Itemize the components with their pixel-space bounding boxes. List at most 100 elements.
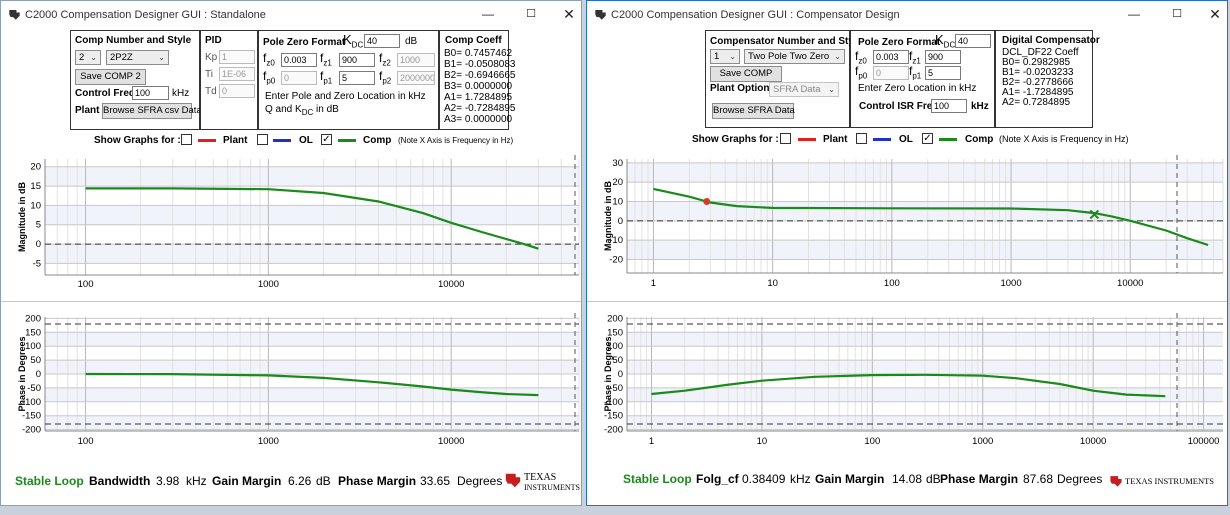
kdc-input[interactable]: 40 [364, 34, 400, 48]
x-tick-label: 100 [78, 436, 94, 447]
kdc-input[interactable]: 40 [955, 34, 991, 48]
y-tick-label: 200 [607, 313, 623, 324]
y-axis-label: Phase in Degrees [17, 336, 27, 411]
fz2-label: fz2 [379, 51, 391, 68]
pz-note: Enter Pole and Zero Location in kHz [265, 91, 426, 102]
fz2-input[interactable]: 1000 [397, 53, 435, 67]
title-bar: C2000 Compensation Designer GUI : Standa… [1, 1, 581, 29]
ti-input[interactable]: 1E-06 [219, 67, 255, 81]
close-icon[interactable]: ✕ [1209, 6, 1221, 22]
comp-legend-label: Comp [965, 134, 994, 145]
comp-number-select[interactable]: 1 ⌄ [710, 49, 740, 64]
folg-label: Folg_cf [696, 472, 739, 486]
comp-number-value: 1 [714, 51, 720, 62]
ti-brand-icon [1110, 476, 1122, 487]
coeff-line: B2= -0.2778666 [1002, 77, 1074, 88]
y-tick-label: 200 [25, 313, 41, 324]
chart-divider [1, 301, 581, 302]
fz1-input[interactable]: 900 [925, 50, 961, 64]
pole-zero-header: Pole Zero Format [858, 37, 941, 48]
plant-checkbox[interactable] [780, 133, 791, 144]
y-tick-label: -100 [604, 397, 623, 408]
digital-compensator-panel: Digital Compensator DCL_DF22 Coeff B0= 0… [995, 30, 1100, 128]
plant-label: Plant [75, 105, 100, 116]
x-tick-label: 1000 [258, 436, 279, 447]
magnitude-chart: -20 -10 0 10 20 30 1 10 100 1000 10000 Magnitude in… [603, 155, 1224, 289]
status-footer: Stable Loop Bandwidth 3.98 kHz Gain Marg… [1, 463, 581, 503]
comp-number-select[interactable]: 2 ⌄ [75, 50, 101, 65]
standalone-window: C2000 Compensation Designer GUI : Standa… [0, 0, 582, 506]
fp1-label: fp1 [320, 69, 333, 86]
x-tick-label: 10000 [1080, 436, 1106, 447]
comp-style-select[interactable]: 2P2Z ⌄ [106, 50, 169, 65]
plant-option-value: SFRA Data [773, 84, 821, 95]
isr-freq-label: Control ISR Freq [859, 101, 939, 112]
ti-brand-text-1: Texas [524, 472, 557, 483]
y-tick-label: 150 [607, 327, 623, 338]
minimize-icon[interactable]: — [1128, 7, 1140, 21]
comp-legend-swatch [338, 139, 356, 142]
y-tick-label: 10 [612, 197, 623, 208]
isr-freq-unit: kHz [971, 101, 989, 112]
save-comp-button[interactable]: Save COMP 2 [75, 69, 146, 85]
maximize-icon[interactable]: ☐ [526, 8, 536, 20]
td-input[interactable]: 0 [219, 84, 255, 98]
fp0-input[interactable]: 0 [281, 71, 317, 85]
ol-checkbox[interactable] [856, 133, 867, 144]
save-comp-button[interactable]: Save COMP [710, 66, 782, 82]
fp1-input[interactable]: 5 [339, 71, 375, 85]
fz0-input[interactable]: 0.003 [281, 53, 317, 67]
fp0-input[interactable]: 0 [873, 66, 909, 80]
plant-option-select[interactable]: SFRA Data ⌄ [769, 82, 839, 97]
crossover-marker [1089, 209, 1100, 220]
control-freq-input[interactable]: 100 [132, 86, 169, 100]
grid-band [627, 201, 1223, 221]
comp-series-line [651, 373, 1166, 398]
plant-checkbox[interactable] [181, 134, 192, 145]
pz-note-q: Q and KDC in dB [265, 104, 339, 117]
minimize-icon[interactable]: — [482, 7, 494, 21]
ti-brand-text-2: Instruments [524, 483, 581, 492]
y-tick-label: 0 [36, 369, 41, 380]
phase-chart: -200 -150 -100 -50 0 50 100 150 200 100 1000 10000 P… [17, 313, 580, 447]
fz1-input[interactable]: 900 [339, 53, 375, 67]
y-tick-label: -200 [22, 425, 41, 436]
grid-band [627, 162, 1223, 183]
ti-brand-icon [505, 473, 521, 488]
y-tick-label: 100 [25, 341, 41, 352]
plant-marker-dot [703, 198, 711, 206]
grid-band [45, 244, 579, 264]
fz1-label: fz1 [320, 51, 332, 68]
comp-checkbox[interactable]: ✓ [321, 134, 332, 145]
coeff-line: B0= 0.7457462 [444, 48, 513, 59]
grid-band [45, 166, 579, 187]
kp-input[interactable]: 1 [219, 50, 255, 64]
status-footer: Stable Loop Folg_cf 0.38409 kHz Gain Mar… [587, 461, 1227, 501]
fp2-input[interactable]: 2000000 [397, 71, 435, 85]
control-freq-label: Control Freq [75, 88, 135, 99]
kdc-unit: dB [405, 36, 418, 47]
close-icon[interactable]: ✕ [563, 6, 575, 22]
browse-sfra-button[interactable]: Browse SFRA Data [712, 103, 795, 119]
phase-margin-label: Phase Margin [940, 472, 1019, 486]
y-tick-label: -150 [604, 411, 623, 422]
maximize-icon[interactable]: ☐ [1172, 8, 1182, 20]
comp-checkbox[interactable]: ✓ [922, 133, 933, 144]
y-tick-label: -50 [609, 383, 623, 394]
coeff-line: DCL_DF22 Coeff [1002, 47, 1079, 58]
browse-sfra-button[interactable]: Browse SFRA csv Data [102, 103, 202, 119]
x-tick-label: 10 [767, 278, 778, 289]
ti-brand-text: Texas Instruments [1125, 476, 1215, 486]
grid-band [627, 240, 1223, 260]
x-tick-label: 1 [649, 436, 654, 447]
fz0-input[interactable]: 0.003 [873, 50, 909, 64]
ol-checkbox[interactable] [257, 134, 268, 145]
comp-legend-swatch [939, 138, 957, 141]
gain-margin-label: Gain Margin [212, 474, 282, 488]
fp1-input[interactable]: 5 [925, 66, 961, 80]
isr-freq-input[interactable]: 100 [931, 99, 967, 113]
x-tick-label: 100 [884, 278, 900, 289]
pid-panel: PID Kp 1 Ti 1E-06 Td 0 [200, 30, 258, 130]
bandwidth-unit: kHz [186, 474, 207, 488]
comp-style-select[interactable]: Two Pole Two Zero ⌄ [744, 49, 845, 64]
